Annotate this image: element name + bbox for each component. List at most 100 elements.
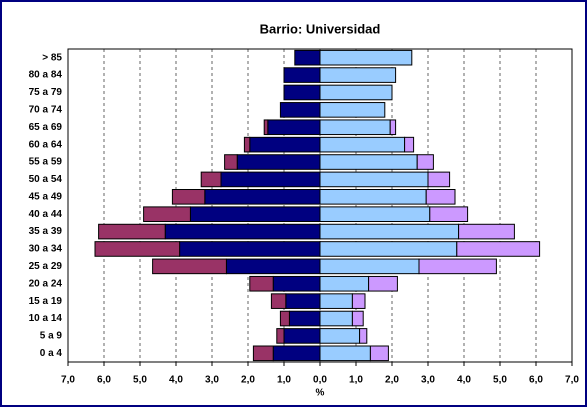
x-tick-label: 2,0: [385, 375, 399, 386]
bar: [263, 119, 269, 136]
bar: [369, 345, 389, 362]
bar: [283, 328, 321, 344]
x-tick-label: 4,0: [457, 375, 471, 386]
bar: [319, 328, 361, 344]
bar: [319, 102, 386, 118]
bar: [319, 171, 429, 188]
x-tick-label: 4,0: [169, 375, 183, 386]
bar: [270, 293, 287, 309]
bar: [319, 67, 397, 83]
bar: [249, 136, 321, 153]
bar: [319, 206, 431, 222]
bar: [243, 136, 251, 153]
bar: [418, 258, 497, 275]
bar: [294, 49, 321, 66]
bar: [319, 293, 353, 309]
bar: [279, 102, 321, 118]
x-tick-label: 2,0: [241, 375, 255, 386]
x-tick-label: 6,0: [97, 375, 111, 386]
y-tick-label: 80 a 84: [29, 70, 63, 81]
bar: [143, 206, 191, 222]
bar: [171, 189, 206, 205]
bar: [319, 136, 406, 153]
bar: [249, 275, 274, 292]
bar: [267, 119, 321, 136]
bar: [319, 275, 370, 292]
bar: [276, 328, 285, 344]
y-tick-label: 65 a 69: [29, 122, 63, 133]
bar: [319, 310, 353, 327]
y-tick-label: 20 a 24: [29, 278, 63, 289]
x-axis-label: %: [316, 388, 325, 399]
y-tick-label: 55 a 59: [29, 157, 63, 168]
bar: [319, 119, 391, 136]
bar: [283, 67, 321, 83]
bar: [179, 241, 321, 257]
x-tick-label: 5,0: [493, 375, 507, 386]
x-tick-label: 5,0: [133, 375, 147, 386]
x-tick-label: 0,0: [313, 375, 327, 386]
bar: [319, 84, 393, 101]
bar: [285, 293, 321, 309]
bar: [351, 293, 366, 309]
bar: [279, 310, 290, 327]
x-tick-label: 6,0: [529, 375, 543, 386]
bar: [458, 223, 515, 240]
bar: [94, 241, 181, 257]
y-tick-label: 35 a 39: [29, 226, 63, 237]
bar: [368, 275, 398, 292]
plot-border: [67, 48, 573, 363]
x-tick-label: 3,0: [205, 375, 219, 386]
bar: [351, 310, 364, 327]
bar: [200, 171, 222, 188]
x-tick-label: 1,0: [277, 375, 291, 386]
y-tick-label: 50 a 54: [29, 174, 63, 185]
y-tick-label: > 85: [42, 52, 62, 63]
y-tick-label: 15 a 19: [29, 296, 63, 307]
bar: [389, 119, 397, 136]
y-tick-label: 45 a 49: [29, 191, 63, 202]
y-tick-label: 60 a 64: [29, 139, 63, 150]
bar: [288, 310, 321, 327]
y-tick-label: 25 a 29: [29, 261, 63, 272]
x-tick-label: 7,0: [565, 375, 579, 386]
y-tick-label: 30 a 34: [29, 244, 63, 255]
bar: [319, 345, 371, 362]
bar: [224, 154, 238, 170]
bar: [252, 345, 274, 362]
bar: [319, 49, 413, 66]
y-tick-label: 10 a 14: [29, 313, 63, 324]
x-tick-label: 7,0: [61, 375, 75, 386]
y-tick-label: 40 a 44: [29, 209, 63, 220]
bar: [272, 345, 321, 362]
bar: [404, 136, 415, 153]
bar: [236, 154, 321, 170]
bar: [319, 189, 427, 205]
bar: [225, 258, 321, 275]
y-tick-label: 70 a 74: [29, 105, 63, 116]
bar: [152, 258, 227, 275]
y-tick-label: 5 a 9: [40, 331, 63, 342]
bar: [164, 223, 321, 240]
bar: [98, 223, 166, 240]
bar: [319, 223, 460, 240]
bar: [359, 328, 368, 344]
bar: [319, 258, 420, 275]
bar: [220, 171, 321, 188]
bar: [456, 241, 541, 257]
bar: [425, 189, 456, 205]
bar: [427, 171, 451, 188]
bar: [283, 84, 321, 101]
bar: [319, 241, 458, 257]
bar: [189, 206, 321, 222]
bar: [272, 275, 321, 292]
bar: [204, 189, 321, 205]
y-tick-label: 75 a 79: [29, 87, 63, 98]
y-tick-label: 0 a 4: [40, 348, 63, 359]
bar: [416, 154, 434, 170]
x-tick-label: 3,0: [421, 375, 435, 386]
bar: [319, 154, 418, 170]
bar: [429, 206, 469, 222]
x-tick-label: 1,0: [349, 375, 363, 386]
